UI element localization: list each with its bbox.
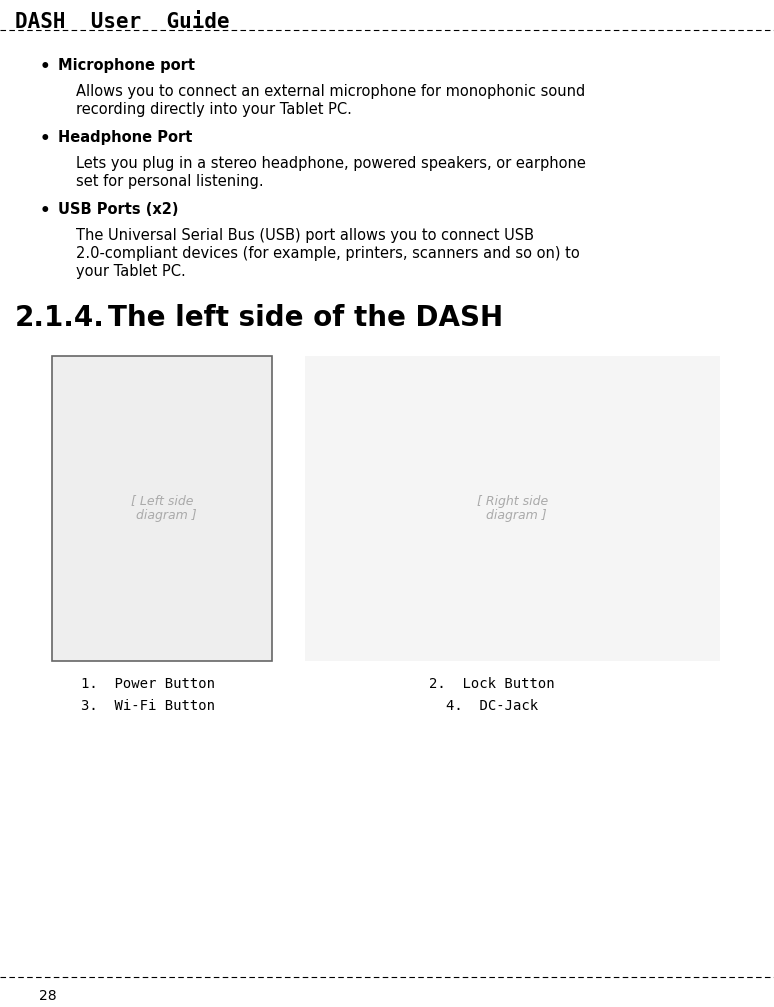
Text: 2.0-compliant devices (for example, printers, scanners and so on) to: 2.0-compliant devices (for example, prin… [76,246,580,261]
Text: Allows you to connect an external microphone for monophonic sound: Allows you to connect an external microp… [76,84,585,99]
Text: DASH  User  Guide: DASH User Guide [15,12,230,32]
Text: 28: 28 [39,989,57,1003]
Text: 1.  Power Button: 1. Power Button [81,677,215,691]
Text: your Tablet PC.: your Tablet PC. [76,264,186,279]
Text: The left side of the DASH: The left side of the DASH [108,304,503,332]
Text: 2.  Lock Button: 2. Lock Button [430,677,555,691]
Text: Microphone port: Microphone port [58,58,195,73]
Text: Headphone Port: Headphone Port [58,130,193,145]
Text: 3.  Wi-Fi Button: 3. Wi-Fi Button [81,699,215,713]
Bar [52,356,272,661]
Text: [ Right side
  diagram ]: [ Right side diagram ] [477,494,548,523]
Text: [ Left side
  diagram ]: [ Left side diagram ] [128,494,197,523]
Text: •: • [40,202,50,220]
Text: recording directly into your Tablet PC.: recording directly into your Tablet PC. [76,102,352,117]
Text: •: • [40,130,50,148]
Text: 2.1.4.: 2.1.4. [15,304,104,332]
Bar [305,356,720,661]
Text: Lets you plug in a stereo headphone, powered speakers, or earphone: Lets you plug in a stereo headphone, pow… [76,156,586,171]
Text: The Universal Serial Bus (USB) port allows you to connect USB: The Universal Serial Bus (USB) port allo… [76,228,534,243]
Text: USB Ports (x2): USB Ports (x2) [58,202,179,217]
Text: set for personal listening.: set for personal listening. [76,174,264,189]
Text: 4.  DC-Jack: 4. DC-Jack [446,699,538,713]
Text: •: • [40,58,50,76]
